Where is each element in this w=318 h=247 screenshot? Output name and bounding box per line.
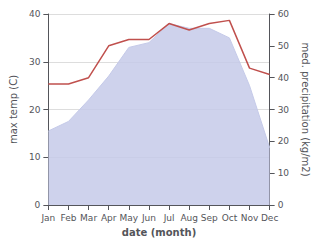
svg-text:40: 40: [278, 73, 290, 83]
svg-text:Jun: Jun: [141, 213, 156, 223]
svg-text:Dec: Dec: [261, 213, 278, 223]
svg-text:40: 40: [29, 9, 41, 19]
svg-text:Jan: Jan: [40, 213, 55, 223]
svg-text:20: 20: [278, 136, 290, 146]
svg-text:0: 0: [278, 200, 284, 210]
svg-text:Jul: Jul: [163, 213, 175, 223]
svg-text:10: 10: [29, 152, 41, 162]
svg-text:Nov: Nov: [241, 213, 259, 223]
svg-text:Mar: Mar: [80, 213, 97, 223]
svg-text:May: May: [120, 213, 139, 223]
svg-text:60: 60: [278, 9, 290, 19]
svg-text:Apr: Apr: [101, 213, 117, 223]
svg-text:Aug: Aug: [180, 213, 198, 223]
svg-text:10: 10: [278, 168, 290, 178]
svg-text:max temp (C): max temp (C): [8, 75, 19, 144]
svg-text:Oct: Oct: [222, 213, 238, 223]
svg-text:50: 50: [278, 41, 290, 51]
svg-text:30: 30: [29, 57, 41, 67]
svg-text:30: 30: [278, 105, 290, 115]
svg-text:Feb: Feb: [61, 213, 77, 223]
svg-text:0: 0: [35, 200, 41, 210]
svg-text:20: 20: [29, 105, 41, 115]
svg-text:Sep: Sep: [201, 213, 218, 223]
svg-text:med. precipitation (kg/m2): med. precipitation (kg/m2): [300, 42, 311, 176]
svg-text:date (month): date (month): [122, 227, 196, 238]
